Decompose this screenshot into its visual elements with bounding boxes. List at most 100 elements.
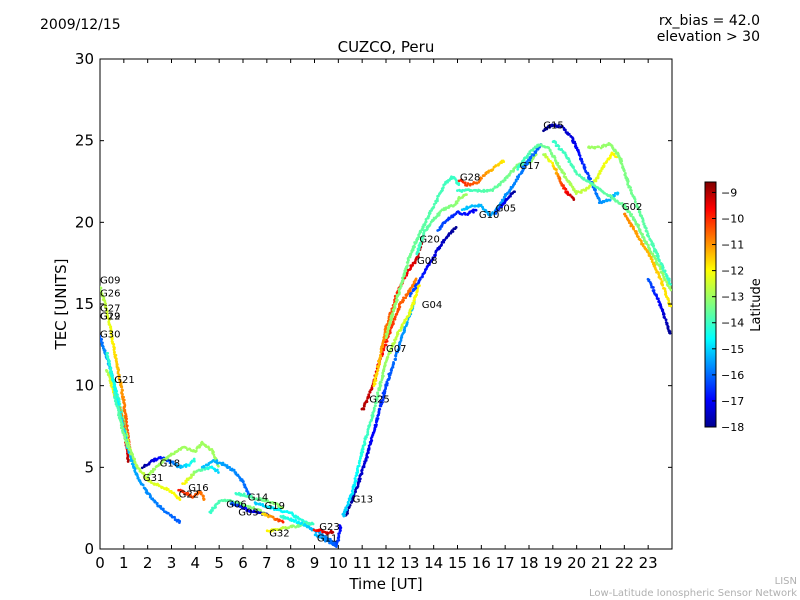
tec-point	[212, 458, 215, 462]
tec-point	[344, 506, 348, 510]
tec-point	[379, 402, 382, 406]
series-G20	[384, 175, 461, 340]
tec-point	[664, 318, 668, 322]
tec-point	[362, 407, 366, 411]
tec-point	[545, 127, 549, 131]
tec-point	[663, 316, 666, 320]
tec-point	[568, 160, 572, 163]
tec-point	[595, 194, 599, 198]
satellite-label-g13: G13	[353, 494, 373, 505]
tec-point	[152, 459, 156, 463]
tec-point	[647, 235, 651, 238]
x-tick-label: 8	[286, 554, 296, 572]
tec-point	[261, 512, 264, 516]
tec-point	[348, 503, 352, 507]
tec-point	[668, 331, 672, 335]
tec-point	[379, 380, 383, 384]
tec-point	[663, 270, 667, 274]
tec-point	[357, 464, 361, 468]
tec-point	[655, 294, 659, 298]
tec-point	[178, 521, 181, 524]
tec-point	[414, 277, 418, 281]
tec-point	[190, 473, 193, 477]
tec-point	[516, 168, 520, 171]
x-tick-label: 15	[448, 554, 467, 572]
tec-point	[603, 191, 607, 195]
tec-point	[421, 274, 424, 278]
series-G02	[587, 142, 672, 286]
tec-point	[159, 504, 163, 508]
tec-point	[395, 312, 399, 316]
tec-point	[554, 141, 558, 145]
satellite-label-g30: G30	[100, 329, 120, 340]
satellite-label-g20: G20	[419, 235, 439, 246]
series-G25	[341, 284, 421, 518]
tec-point	[393, 317, 397, 321]
x-axis-label: Time [UT]	[348, 575, 422, 593]
y-axis-label: TEC [UNITS]	[52, 259, 70, 351]
tec-point	[375, 423, 378, 427]
tec-point	[651, 245, 655, 248]
tec-point	[532, 153, 536, 156]
tec-point	[378, 407, 381, 411]
tec-point	[133, 457, 136, 461]
y-tick-label: 20	[75, 213, 94, 231]
tec-point	[383, 338, 386, 342]
tec-point	[247, 494, 251, 498]
tec-point	[613, 192, 617, 195]
tec-point	[545, 155, 549, 159]
tec-point	[353, 483, 357, 487]
tec-point	[327, 531, 330, 535]
tec-point	[614, 150, 618, 153]
x-tick-label: 2	[143, 554, 153, 572]
tec-point	[352, 496, 355, 500]
series-G31	[113, 391, 182, 501]
series-G04	[408, 225, 458, 298]
tec-point	[633, 197, 637, 201]
tec-point	[375, 371, 379, 375]
tec-point	[506, 192, 509, 196]
tec-point	[404, 317, 408, 321]
tec-point	[108, 363, 112, 367]
tec-point	[588, 178, 592, 181]
satellite-label-g04: G04	[422, 300, 442, 311]
tec-point	[104, 305, 107, 309]
tec-point	[661, 308, 665, 312]
tec-point	[510, 192, 514, 195]
tec-point	[463, 181, 467, 185]
x-tick-label: 3	[167, 554, 177, 572]
tec-point	[605, 160, 609, 163]
satellite-label-g21: G21	[114, 375, 134, 386]
tec-point	[658, 267, 662, 271]
tec-point	[602, 199, 606, 203]
tec-point	[529, 155, 533, 159]
tec-point	[157, 484, 161, 487]
tec-point	[193, 459, 196, 463]
tec-point	[172, 462, 176, 466]
series-G03	[229, 501, 269, 517]
tec-point	[363, 440, 366, 443]
tec-point	[652, 286, 655, 289]
tec-point	[650, 260, 654, 263]
tec-point	[400, 323, 404, 327]
satellite-label-g18: G18	[160, 458, 180, 469]
tec-point	[528, 152, 532, 156]
tec-point	[650, 240, 654, 244]
tec-point	[532, 147, 535, 150]
tec-point	[386, 355, 390, 359]
tec-point	[353, 477, 357, 480]
y-tick-label: 5	[84, 458, 94, 476]
x-tick-label: 18	[519, 554, 538, 572]
tec-point	[104, 302, 108, 306]
tec-point	[633, 200, 637, 204]
tec-point	[434, 253, 437, 257]
tec-point	[492, 187, 495, 191]
tec-point	[217, 471, 220, 474]
satellite-label-g19: G19	[265, 501, 285, 512]
tec-point	[664, 278, 667, 282]
tec-point	[382, 393, 386, 397]
tec-point	[358, 461, 361, 465]
tec-point	[105, 351, 109, 355]
tec-point	[637, 235, 640, 239]
tec-point	[661, 266, 665, 269]
